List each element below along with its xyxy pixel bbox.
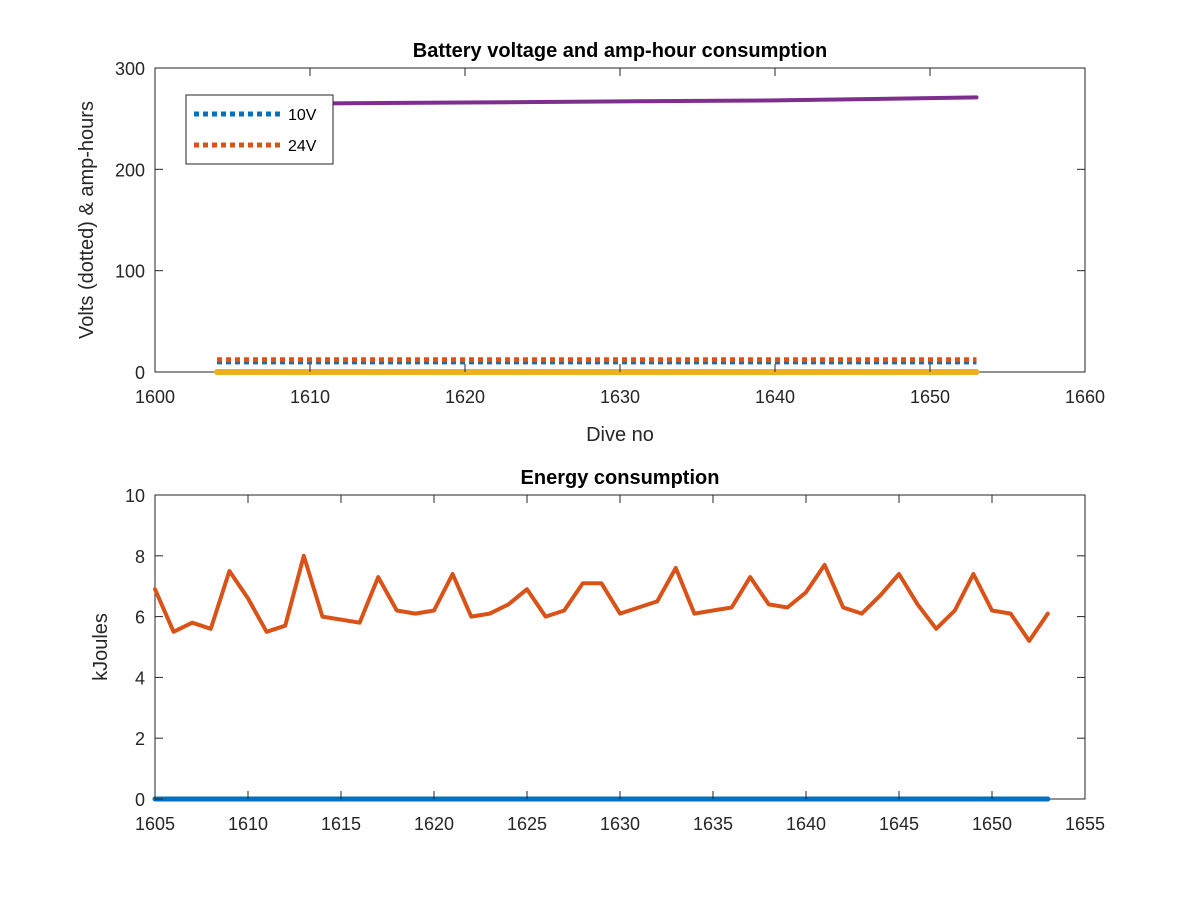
y-axis-label: Volts (dotted) & amp-hours: [76, 101, 98, 339]
tick-group: 1600 1610 1620 1630 1640 1650 1660 0 100 200 300: [115, 59, 1105, 407]
x-tick-label: 1600: [135, 387, 175, 407]
x-tick-label: 1620: [445, 387, 485, 407]
y-tick-label: 300: [115, 59, 145, 79]
y-tick-label: 10: [125, 486, 145, 506]
x-tick-label: 1660: [1065, 387, 1105, 407]
legend-label-10v: 10V: [288, 107, 317, 124]
y-axis-label: kJoules: [90, 613, 112, 681]
x-tick-label: 1635: [693, 814, 733, 834]
x-tick-label: 1650: [972, 814, 1012, 834]
chart-title: Battery voltage and amp-hour consumption: [413, 40, 827, 62]
x-tick-label: 1645: [879, 814, 919, 834]
y-tick-label: 8: [135, 547, 145, 567]
x-tick-label: 1615: [321, 814, 361, 834]
chart-battery-voltage: Battery voltage and amp-hour consumption…: [76, 40, 1105, 446]
y-tick-label: 200: [115, 160, 145, 180]
chart-title: Energy consumption: [521, 467, 720, 489]
legend: 10V 24V: [185, 94, 334, 165]
y-tick-label: 2: [135, 729, 145, 749]
y-tick-label: 100: [115, 262, 145, 282]
x-tick-label: 1650: [910, 387, 950, 407]
y-tick-label: 0: [135, 790, 145, 810]
chart-energy-consumption: Energy consumption 1605 1610 1615 1620 1625 1…: [90, 467, 1105, 834]
x-axis-label: Dive no: [586, 424, 654, 446]
x-tick-label: 1605: [135, 814, 175, 834]
x-tick-label: 1640: [755, 387, 795, 407]
tick-group: 1605 1610 1615 1620 1625 1630 1635 1640 1645 1650…: [125, 486, 1105, 834]
x-tick-label: 1655: [1065, 814, 1105, 834]
x-tick-label: 1625: [507, 814, 547, 834]
x-tick-label: 1610: [290, 387, 330, 407]
x-tick-label: 1630: [600, 814, 640, 834]
y-tick-label: 0: [135, 363, 145, 383]
series-line-1: [153, 553, 1050, 643]
y-tick-label: 4: [135, 668, 145, 688]
plot-area: [154, 494, 1086, 800]
x-tick-label: 1640: [786, 814, 826, 834]
x-tick-label: 1610: [228, 814, 268, 834]
x-tick-label: 1630: [600, 387, 640, 407]
x-tick-label: 1620: [414, 814, 454, 834]
y-tick-label: 6: [135, 608, 145, 628]
legend-label-24v: 24V: [288, 138, 317, 155]
legend-box: [185, 94, 334, 165]
